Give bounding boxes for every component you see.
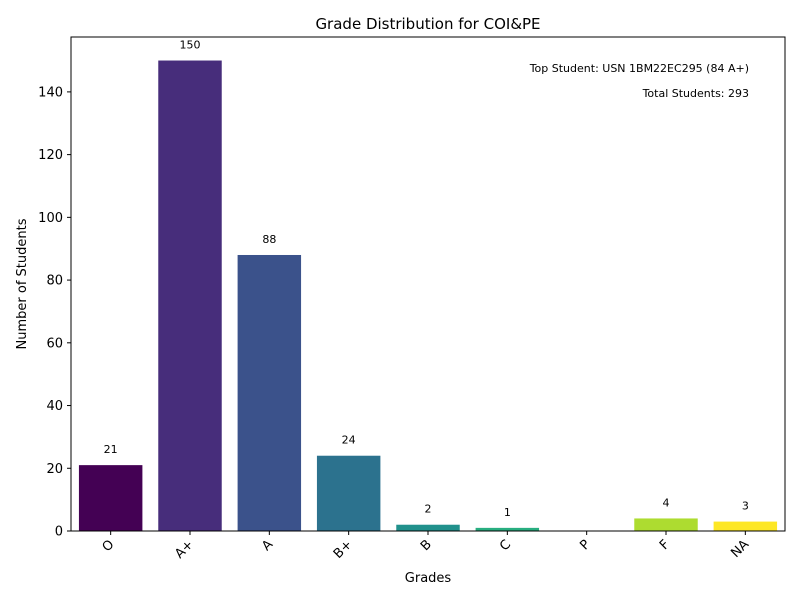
y-axis-ticks: 0 20 40 60 80 100 120 140 xyxy=(38,85,71,540)
y-tick-label: 140 xyxy=(38,85,63,100)
plot-frame xyxy=(70,36,786,532)
y-tick-label: 20 xyxy=(46,462,63,477)
x-tick-label: A+ xyxy=(172,537,197,562)
x-tick-label: NA xyxy=(728,537,752,561)
x-tick-label: F xyxy=(657,537,673,553)
y-axis-label: Number of Students xyxy=(15,218,30,349)
x-tick-label: B xyxy=(418,537,435,554)
x-axis-label: Grades xyxy=(405,571,452,586)
bar-a-plus xyxy=(158,60,222,532)
y-tick-label: 60 xyxy=(46,336,63,351)
top-student-annotation: Top Student: USN 1BM22EC295 (84 A+) xyxy=(529,62,749,75)
bar-o xyxy=(78,465,143,531)
bar-na xyxy=(713,521,778,531)
bar-c xyxy=(475,527,540,531)
y-tick-label: 0 xyxy=(55,525,63,540)
y-tick-label: 80 xyxy=(46,274,63,289)
data-label: 2 xyxy=(425,503,432,516)
data-label: 24 xyxy=(342,434,356,447)
x-axis-ticks: O A+ A B+ B C P F NA xyxy=(100,531,752,562)
bar-a xyxy=(237,254,302,531)
data-label: 3 xyxy=(742,500,749,513)
data-label: 21 xyxy=(104,443,118,456)
data-label: 1 xyxy=(504,506,511,519)
bar-b-plus xyxy=(316,455,381,531)
data-label: 150 xyxy=(180,39,201,52)
x-tick-label: A xyxy=(259,537,276,554)
x-tick-label: C xyxy=(497,537,514,554)
x-tick-label: P xyxy=(577,537,593,553)
data-label: 4 xyxy=(663,496,670,509)
bars-group xyxy=(78,60,778,532)
x-tick-label: B+ xyxy=(331,537,356,562)
chart-title: Grade Distribution for COI&PE xyxy=(315,15,540,33)
total-students-annotation: Total Students: 293 xyxy=(642,87,749,100)
bar-b xyxy=(396,524,460,531)
bar-f xyxy=(634,518,698,531)
data-label: 88 xyxy=(262,233,276,246)
y-tick-label: 120 xyxy=(38,148,63,163)
x-tick-label: O xyxy=(100,537,118,555)
y-tick-label: 40 xyxy=(46,399,63,414)
y-tick-label: 100 xyxy=(38,211,63,226)
